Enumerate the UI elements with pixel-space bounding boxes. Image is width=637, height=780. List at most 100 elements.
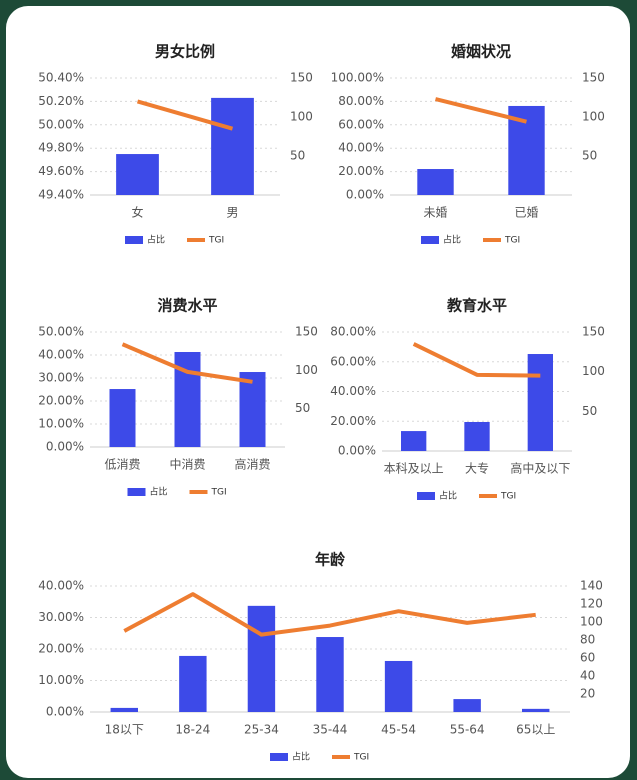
bar [522, 708, 550, 712]
y-tick-label: 60.00% [338, 117, 384, 131]
tgi-line [412, 342, 541, 378]
y-tick-label: 50.00% [38, 117, 84, 131]
y-tick-label: 100.00% [331, 71, 384, 85]
y2-tick-label: 50 [295, 401, 310, 415]
y2-tick-label: 20 [580, 687, 595, 701]
x-tick-label: 低消费 [104, 458, 140, 472]
y-tick-label: 20.00% [38, 642, 84, 656]
bar [116, 154, 159, 195]
legend-label: TGI [208, 236, 224, 246]
y2-tick-label: 100 [582, 110, 605, 124]
bar [384, 660, 413, 712]
legend-label: TGI [211, 488, 227, 498]
x-tick-label: 中消费 [169, 457, 205, 472]
y-tick-label: 20.00% [38, 394, 84, 408]
y-tick-label: 49.40% [38, 188, 84, 202]
y-tick-label: 50.20% [38, 94, 84, 108]
y2-tick-label: 80 [580, 633, 595, 647]
bar [109, 389, 136, 447]
legend-label: 占比 [147, 234, 165, 246]
y2-tick-label: 150 [582, 325, 605, 339]
y-tick-label: 49.60% [38, 164, 84, 178]
legend-swatch [125, 236, 143, 244]
legend-swatch [127, 488, 146, 496]
bar [464, 421, 490, 451]
bar [401, 431, 427, 451]
y-tick-label: 50.40% [38, 71, 84, 85]
y-tick-label: 0.00% [46, 440, 84, 454]
x-tick-label: 未婚 [423, 206, 447, 220]
x-tick-label: 男 [226, 206, 238, 220]
bar [179, 655, 207, 712]
legend-swatch [270, 753, 288, 761]
legend-swatch [417, 492, 435, 500]
bar [527, 354, 553, 451]
y-tick-label: 10.00% [38, 417, 84, 431]
y2-tick-label: 100 [295, 363, 318, 377]
bar [211, 97, 254, 195]
y-tick-label: 30.00% [38, 371, 84, 385]
bar [417, 169, 454, 195]
legend-swatch [421, 236, 439, 244]
x-tick-label: 大专 [465, 461, 489, 476]
y2-tick-label: 60 [580, 651, 595, 665]
y-tick-label: 10.00% [38, 673, 84, 687]
x-tick-label: 25-34 [244, 723, 279, 737]
bar [239, 372, 266, 447]
bar [247, 605, 276, 712]
legend-label: 占比 [439, 490, 457, 502]
y-tick-label: 40.00% [338, 141, 384, 155]
y-tick-label: 49.80% [38, 141, 84, 155]
y-tick-label: 0.00% [346, 188, 384, 202]
chart-title: 婚姻状况 [451, 43, 511, 61]
x-tick-label: 高消费 [234, 457, 270, 472]
y2-tick-label: 120 [580, 597, 603, 611]
y-tick-label: 60.00% [330, 354, 376, 368]
y-tick-label: 20.00% [338, 164, 384, 178]
y-tick-label: 40.00% [330, 384, 376, 398]
y2-tick-label: 50 [290, 149, 305, 163]
x-tick-label: 本科及以上 [384, 462, 444, 476]
y2-tick-label: 40 [580, 669, 595, 683]
tgi-line [136, 99, 234, 131]
chart-title: 消费水平 [157, 297, 217, 315]
y2-tick-label: 150 [295, 325, 318, 339]
legend-label: 占比 [150, 486, 168, 498]
chart-title: 教育水平 [446, 297, 507, 315]
legend-label: 占比 [292, 751, 310, 763]
legend-label: TGI [500, 492, 516, 502]
bar [110, 707, 138, 712]
y-tick-label: 40.00% [38, 348, 84, 362]
y2-tick-label: 100 [582, 364, 605, 378]
x-tick-label: 女 [131, 205, 143, 220]
x-tick-label: 高中及以下 [510, 461, 570, 476]
y-tick-label: 20.00% [330, 414, 376, 428]
x-tick-label: 18以下 [105, 723, 144, 737]
y-tick-label: 80.00% [330, 325, 376, 339]
legend-label: 占比 [443, 234, 461, 246]
x-tick-label: 55-64 [450, 723, 485, 737]
y-tick-label: 30.00% [38, 610, 84, 624]
y2-tick-label: 100 [580, 615, 603, 629]
bar [453, 699, 481, 712]
y2-tick-label: 50 [582, 149, 597, 163]
y-tick-label: 40.00% [38, 579, 84, 593]
tgi-line [123, 592, 536, 637]
y2-tick-label: 50 [582, 404, 597, 418]
tgi-line [435, 97, 527, 124]
legend-label: TGI [353, 753, 369, 763]
y-tick-label: 0.00% [46, 705, 84, 719]
x-tick-label: 45-54 [381, 723, 416, 737]
y2-tick-label: 140 [580, 579, 603, 593]
y2-tick-label: 100 [290, 110, 313, 124]
x-tick-label: 18-24 [175, 723, 210, 737]
chart-title: 男女比例 [155, 43, 215, 61]
y2-tick-label: 150 [582, 71, 605, 85]
y-tick-label: 50.00% [38, 325, 84, 339]
legend-label: TGI [504, 236, 520, 246]
chart-title: 年龄 [315, 551, 346, 569]
x-tick-label: 35-44 [313, 723, 348, 737]
y-tick-label: 80.00% [338, 94, 384, 108]
